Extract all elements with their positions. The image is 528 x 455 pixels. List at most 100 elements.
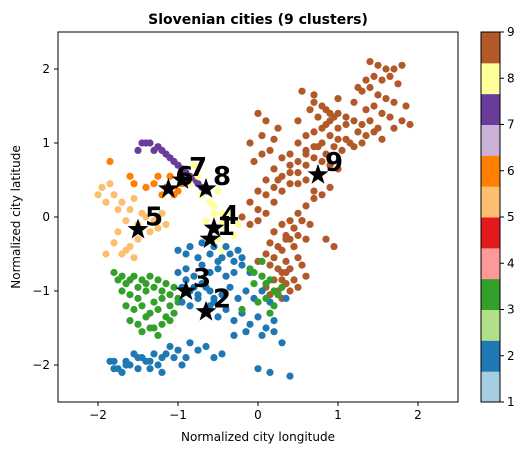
data-point-cluster-9 — [270, 198, 278, 206]
data-point-cluster-9 — [374, 91, 382, 99]
data-point-cluster-9 — [286, 287, 294, 295]
data-point-cluster-9 — [274, 124, 282, 132]
centroid-label-1: 1 — [217, 212, 235, 242]
data-point-cluster-9 — [306, 106, 314, 114]
data-point-cluster-9 — [326, 183, 334, 191]
data-point-cluster-9 — [278, 154, 286, 162]
data-point-cluster-9 — [342, 120, 350, 129]
data-point-cluster-2 — [174, 246, 182, 254]
data-point-cluster-3 — [238, 305, 246, 314]
data-point-cluster-9 — [318, 191, 326, 199]
data-point-cluster-5 — [150, 217, 158, 225]
data-point-cluster-9 — [366, 58, 374, 66]
data-point-cluster-3 — [126, 291, 134, 299]
data-point-cluster-8 — [194, 172, 202, 180]
data-point-cluster-9 — [326, 132, 334, 140]
data-point-cluster-3 — [170, 309, 178, 317]
data-point-cluster-2 — [238, 261, 246, 269]
data-point-cluster-4 — [222, 224, 230, 232]
centroid-label-5: 5 — [145, 203, 163, 233]
data-point-cluster-5 — [122, 246, 130, 254]
data-point-cluster-2 — [142, 357, 150, 365]
data-point-cluster-5 — [122, 217, 130, 225]
data-point-cluster-2 — [210, 354, 218, 362]
data-point-cluster-9 — [390, 124, 398, 132]
x-ticks: −2 −1 0 1 2 — [89, 402, 422, 422]
colorbar-segment — [481, 124, 500, 156]
data-point-cluster-5 — [114, 228, 122, 236]
data-point-cluster-6 — [150, 180, 158, 188]
data-point-cluster-9 — [302, 202, 310, 210]
colorbar-tick-label: 3 — [507, 303, 515, 317]
data-point-cluster-9 — [310, 187, 318, 195]
data-point-cluster-9 — [326, 161, 334, 169]
data-point-cluster-9 — [246, 198, 254, 206]
data-point-cluster-2 — [206, 287, 214, 295]
data-point-cluster-2 — [258, 287, 266, 295]
data-point-cluster-2 — [194, 346, 202, 354]
data-point-cluster-2 — [230, 257, 238, 265]
data-point-cluster-9 — [262, 176, 270, 184]
centroid-star-5 — [127, 218, 149, 239]
data-point-cluster-3 — [270, 302, 278, 310]
data-point-cluster-9 — [262, 250, 270, 258]
data-point-cluster-9 — [370, 72, 378, 80]
data-point-cluster-8 — [214, 187, 222, 195]
data-point-cluster-3 — [278, 283, 286, 291]
data-point-cluster-3 — [122, 302, 130, 310]
data-point-cluster-3 — [154, 331, 162, 339]
data-point-cluster-2 — [190, 272, 198, 280]
data-point-cluster-9 — [282, 268, 290, 277]
data-point-cluster-9 — [314, 113, 322, 121]
data-point-cluster-9 — [286, 169, 294, 177]
centroid-label-7: 7 — [189, 153, 207, 183]
centroid-star-2 — [195, 300, 217, 321]
data-point-cluster-9 — [254, 187, 262, 195]
data-point-cluster-9 — [366, 83, 374, 92]
points-layer — [94, 58, 414, 380]
data-point-cluster-2 — [186, 302, 194, 310]
data-point-cluster-9 — [358, 120, 366, 129]
colorbar-segment — [481, 340, 500, 372]
data-point-cluster-6 — [142, 183, 150, 191]
data-point-cluster-9 — [386, 113, 394, 121]
data-point-cluster-9 — [294, 139, 302, 147]
data-point-cluster-2 — [266, 368, 274, 376]
colorbar-tick-label: 7 — [507, 118, 515, 132]
data-point-cluster-9 — [262, 209, 270, 217]
colorbar-tick-label: 2 — [507, 349, 515, 363]
data-point-cluster-3 — [250, 280, 258, 288]
data-point-cluster-3 — [150, 298, 158, 306]
data-point-cluster-3 — [118, 272, 126, 280]
data-point-cluster-3 — [150, 283, 158, 291]
data-point-cluster-9 — [270, 165, 278, 173]
data-point-cluster-6 — [174, 187, 182, 195]
data-point-cluster-9 — [378, 135, 386, 143]
data-point-cluster-7 — [150, 146, 158, 154]
data-point-cluster-3 — [138, 302, 146, 310]
data-point-cluster-9 — [334, 124, 342, 132]
data-point-cluster-3 — [166, 302, 174, 310]
colorbar-segment — [481, 247, 500, 280]
data-point-cluster-9 — [310, 154, 318, 162]
data-point-cluster-2 — [158, 368, 166, 376]
data-point-cluster-9 — [334, 165, 342, 173]
centroid-star-3 — [175, 280, 197, 300]
data-point-cluster-9 — [294, 180, 302, 188]
data-point-cluster-6 — [106, 157, 114, 166]
data-point-cluster-3 — [134, 283, 142, 291]
data-point-cluster-2 — [110, 365, 118, 373]
data-point-cluster-9 — [294, 283, 302, 291]
data-point-cluster-9 — [258, 150, 266, 158]
data-point-cluster-9 — [322, 235, 330, 243]
data-point-cluster-9 — [406, 120, 414, 129]
data-point-cluster-2 — [186, 339, 194, 347]
data-point-cluster-9 — [334, 135, 342, 143]
data-point-cluster-2 — [182, 276, 190, 284]
data-point-cluster-9 — [362, 106, 370, 114]
colorbar-segment — [481, 155, 500, 187]
data-point-cluster-2 — [234, 246, 242, 254]
data-point-cluster-9 — [402, 102, 410, 110]
data-point-cluster-6 — [130, 180, 138, 188]
